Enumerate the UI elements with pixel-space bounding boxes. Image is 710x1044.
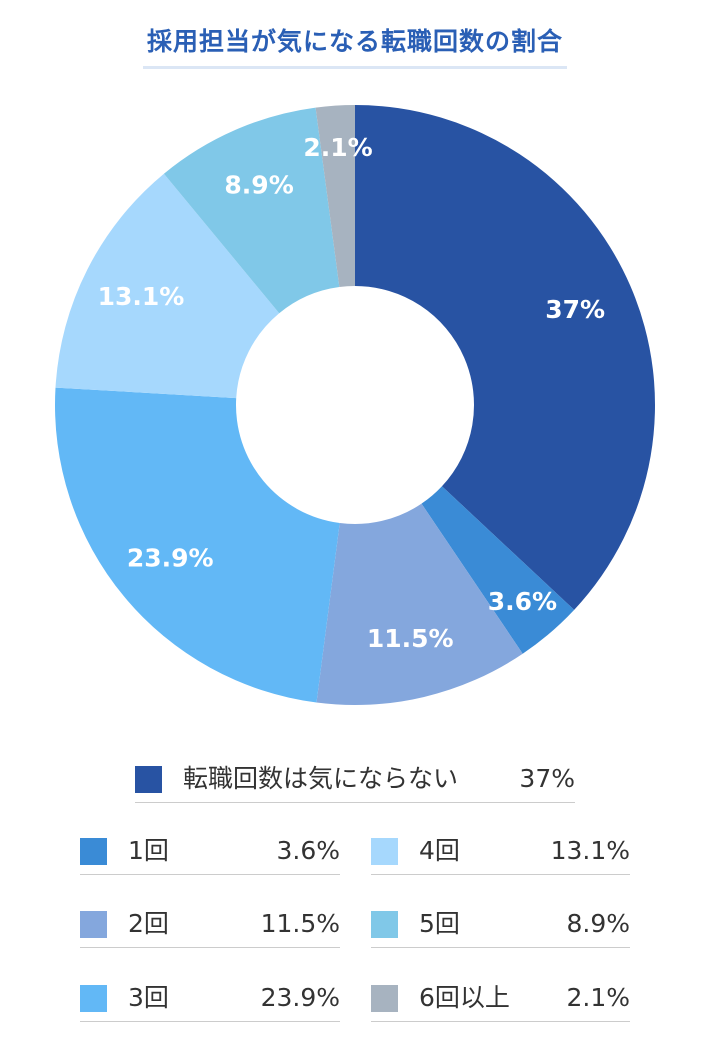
legend-swatch [135,766,162,793]
legend-label: 4回 [419,836,460,865]
legend-label: 転職回数は気にならない [183,764,459,793]
legend-value: 23.9% [260,983,340,1012]
legend-label: 3回 [128,983,169,1012]
legend-row-left-2: 3回 23.9% [80,981,340,1022]
legend-swatch [80,911,107,938]
legend-swatch [371,838,398,865]
donut-chart: 37% 3.6% 11.5% 23.9% 13.1% 8.9% 2.1% [54,105,655,705]
legend-swatch [80,838,107,865]
legend-row-right-1: 5回 8.9% [371,907,630,948]
legend-label: 5回 [419,909,460,938]
legend-row-right-0: 4回 13.1% [371,834,630,875]
donut-slice-2 [316,503,523,705]
donut-slice-1 [421,486,575,654]
legend-row-right-2: 6回以上 2.1% [371,981,630,1022]
donut-slice-5 [163,107,340,314]
legend-label: 6回以上 [419,983,510,1012]
donut-slice-3 [54,387,340,703]
legend-swatch [80,985,107,1012]
legend-value: 11.5% [260,909,340,938]
slice-value-label-1: 3.6% [488,587,557,616]
legend-swatch [371,985,398,1012]
legend-label: 1回 [128,836,169,865]
chart-title-wrap: 採用担当が気になる転職回数の割合 [0,22,710,69]
legend-swatch [371,911,398,938]
chart-title: 採用担当が気になる転職回数の割合 [142,22,567,69]
donut-slice-0 [355,105,655,610]
legend-value: 37% [519,764,575,793]
legend-value: 2.1% [566,983,630,1012]
donut-slice-4 [55,173,280,399]
slice-value-label-5: 8.9% [224,170,293,199]
slice-value-label-0: 37% [545,295,605,324]
slice-value-label-2: 11.5% [367,624,454,653]
legend-row-left-1: 2回 11.5% [80,907,340,948]
legend-value: 3.6% [276,836,340,865]
legend-value: 13.1% [550,836,630,865]
slice-value-label-4: 13.1% [98,282,185,311]
legend-row-top: 転職回数は気にならない 37% [135,762,575,803]
slice-value-label-3: 23.9% [127,544,214,573]
legend-value: 8.9% [566,909,630,938]
slice-value-label-6: 2.1% [303,133,372,162]
legend-row-left-0: 1回 3.6% [80,834,340,875]
donut-slice-6 [315,105,355,288]
legend-label: 2回 [128,909,169,938]
